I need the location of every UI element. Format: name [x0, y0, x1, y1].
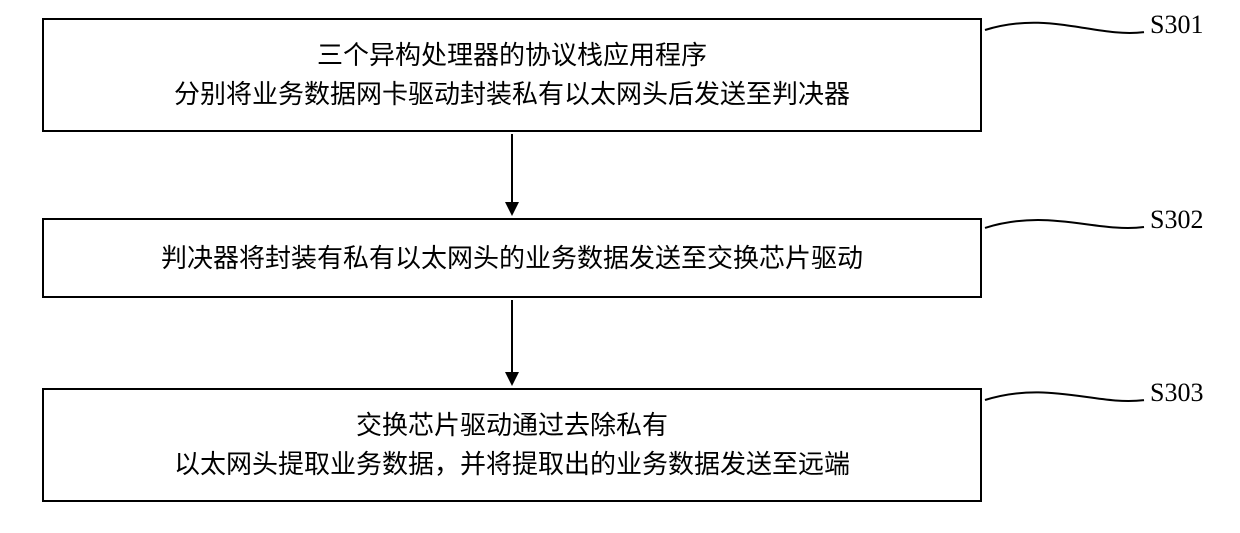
- step-label-s301: S301: [1150, 10, 1203, 40]
- flow-node-s303: 交换芯片驱动通过去除私有以太网头提取业务数据，并将提取出的业务数据发送至远端: [42, 388, 982, 502]
- step-label-s302: S302: [1150, 205, 1203, 235]
- leader-line: [975, 0, 1154, 72]
- flow-node-text: 三个异构处理器的协议栈应用程序: [317, 36, 707, 75]
- step-label-s303: S303: [1150, 378, 1203, 408]
- flow-node-text: 分别将业务数据网卡驱动封装私有以太网头后发送至判决器: [174, 75, 850, 114]
- leader-line: [975, 187, 1154, 268]
- flow-node-text: 交换芯片驱动通过去除私有: [356, 406, 668, 445]
- flowchart-canvas: 三个异构处理器的协议栈应用程序分别将业务数据网卡驱动封装私有以太网头后发送至判决…: [0, 0, 1240, 533]
- leader-line: [975, 360, 1154, 440]
- arrow-down-icon: [505, 372, 519, 386]
- connector-line: [511, 134, 513, 202]
- flow-node-s302: 判决器将封装有私有以太网头的业务数据发送至交换芯片驱动: [42, 218, 982, 298]
- flow-node-text: 以太网头提取业务数据，并将提取出的业务数据发送至远端: [174, 445, 850, 484]
- flow-node-s301: 三个异构处理器的协议栈应用程序分别将业务数据网卡驱动封装私有以太网头后发送至判决…: [42, 18, 982, 132]
- flow-node-text: 判决器将封装有私有以太网头的业务数据发送至交换芯片驱动: [161, 239, 863, 278]
- connector-line: [511, 300, 513, 372]
- arrow-down-icon: [505, 202, 519, 216]
